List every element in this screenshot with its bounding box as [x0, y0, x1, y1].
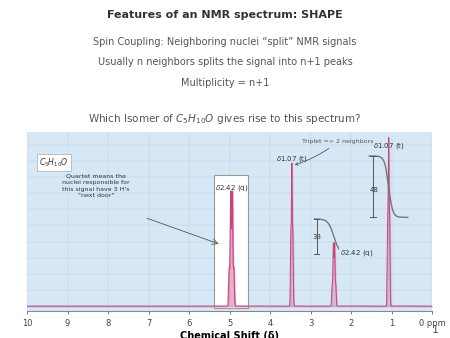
Text: Which Isomer of $C_5H_{10}O$ gives rise to this spectrum?: Which Isomer of $C_5H_{10}O$ gives rise … [89, 112, 361, 125]
Text: $\delta$1.07 (t): $\delta$1.07 (t) [276, 154, 308, 164]
Text: $\delta$1.07 (t): $\delta$1.07 (t) [373, 141, 405, 151]
Text: Features of an NMR spectrum: SHAPE: Features of an NMR spectrum: SHAPE [107, 10, 343, 20]
Text: $\delta$2.42 (q): $\delta$2.42 (q) [215, 183, 248, 193]
X-axis label: Chemical Shift (δ): Chemical Shift (δ) [180, 331, 279, 338]
Text: $C_5H_{10}O$: $C_5H_{10}O$ [39, 156, 68, 169]
Text: Quartet means the
nuclei responsible for
this signal have 3 H's
"next door": Quartet means the nuclei responsible for… [62, 174, 130, 198]
Text: 33: 33 [312, 234, 321, 240]
Text: Multiplicity = n+1: Multiplicity = n+1 [181, 78, 269, 88]
Text: Usually n neighbors splits the signal into n+1 peaks: Usually n neighbors splits the signal in… [98, 57, 352, 68]
Text: 48: 48 [369, 187, 378, 193]
Bar [214, 175, 248, 308]
Text: $\delta$2.42 (q): $\delta$2.42 (q) [340, 248, 373, 258]
Text: Spin Coupling: Neighboring nuclei “split” NMR signals: Spin Coupling: Neighboring nuclei “split… [93, 37, 357, 47]
Text: Triplet => 2 neighbors: Triplet => 2 neighbors [295, 139, 374, 165]
Text: 1: 1 [432, 324, 439, 335]
